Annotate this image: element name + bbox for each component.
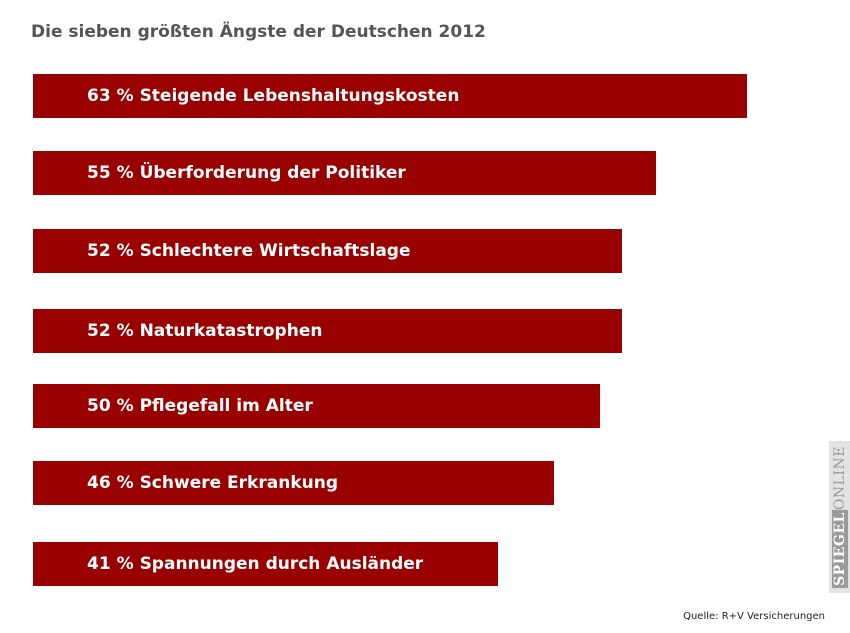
bar-label: 46 % Schwere Erkrankung <box>87 461 338 505</box>
bar-label: 50 % Pflegefall im Alter <box>87 384 313 428</box>
bar-value: 46 <box>87 473 111 493</box>
bar-category: Pflegefall im Alter <box>139 396 313 416</box>
bar-7: 41 % Spannungen durch Ausländer <box>33 542 498 586</box>
bar-label: 52 % Naturkatastrophen <box>87 309 322 353</box>
bar-category: Überforderung der Politiker <box>139 163 406 183</box>
bar-label: 63 % Steigende Lebenshaltungskosten <box>87 74 459 118</box>
bar-3: 52 % Schlechtere Wirtschaftslage <box>33 229 622 273</box>
bar-value: 50 <box>87 396 111 416</box>
bar-category: Schlechtere Wirtschaftslage <box>139 241 411 261</box>
source-note: Quelle: R+V Versicherungen <box>683 611 825 622</box>
bar-category: Schwere Erkrankung <box>139 473 338 493</box>
logo-part2: ONLINE <box>831 446 848 511</box>
bar-5: 50 % Pflegefall im Alter <box>33 384 600 428</box>
logo-part1: SPIEGEL <box>831 510 848 588</box>
bar-value: 63 <box>87 86 111 106</box>
logo-text: SPIEGELONLINE <box>831 446 848 588</box>
bar-label: 41 % Spannungen durch Ausländer <box>87 542 423 586</box>
bar-6: 46 % Schwere Erkrankung <box>33 461 554 505</box>
bar-1: 63 % Steigende Lebenshaltungskosten <box>33 74 747 118</box>
chart-title: Die sieben größten Ängste der Deutschen … <box>31 22 486 42</box>
bar-label: 52 % Schlechtere Wirtschaftslage <box>87 229 411 273</box>
bar-value: 41 <box>87 554 111 574</box>
bar-unit: % <box>116 554 134 574</box>
bar-label: 55 % Überforderung der Politiker <box>87 151 406 195</box>
bar-unit: % <box>116 321 134 341</box>
bar-category: Steigende Lebenshaltungskosten <box>139 86 460 106</box>
bar-unit: % <box>116 241 134 261</box>
bar-unit: % <box>116 86 134 106</box>
bar-4: 52 % Naturkatastrophen <box>33 309 622 353</box>
spiegel-online-logo: SPIEGELONLINE <box>829 441 850 593</box>
bar-value: 52 <box>87 241 111 261</box>
bar-category: Naturkatastrophen <box>139 321 323 341</box>
bar-unit: % <box>116 396 134 416</box>
bar-value: 55 <box>87 163 111 183</box>
bar-unit: % <box>116 473 134 493</box>
bar-value: 52 <box>87 321 111 341</box>
bar-unit: % <box>116 163 134 183</box>
bar-category: Spannungen durch Ausländer <box>139 554 424 574</box>
bar-2: 55 % Überforderung der Politiker <box>33 151 656 195</box>
